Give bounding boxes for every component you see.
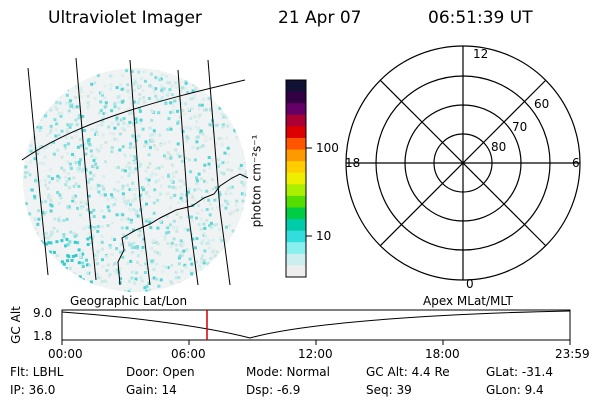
mlat-ring-80: 80: [491, 140, 507, 154]
x-tick-18: 18:00: [425, 347, 460, 361]
colorbar-band: [286, 80, 306, 93]
y-tick-9: 9.0: [33, 306, 53, 320]
colorbar-label-100: 100: [316, 141, 339, 155]
colorbar-band: [286, 103, 306, 116]
y-tick-1-8: 1.8: [33, 329, 53, 343]
x-tick-12: 12:00: [298, 347, 333, 361]
orbit-panel: [61, 309, 571, 345]
mlat-ring-60: 60: [534, 97, 550, 111]
apex-label: Apex MLat/MLT: [423, 294, 513, 308]
colorbar-label-10: 10: [316, 229, 332, 243]
colorbar-band: [286, 137, 306, 151]
mlt-label-18: 18: [345, 156, 361, 170]
colorbar: [286, 80, 306, 278]
geographic-label: Geographic Lat/Lon: [70, 294, 188, 308]
colorbar-band: [286, 91, 306, 104]
mlt-label-12: 12: [473, 47, 489, 61]
longitude-lines: [27, 57, 231, 286]
status-mode: Mode: Normal: [246, 365, 330, 379]
status-glat: GLat: -31.4: [486, 365, 553, 379]
colorbar-band: [286, 149, 306, 162]
colorbar-band: [286, 126, 306, 139]
polar-grid: [345, 45, 581, 281]
colorbar-band: [286, 242, 306, 255]
colorbar-band: [286, 253, 306, 266]
status-seq: Seq: 39: [366, 383, 412, 397]
time-label: 06:51:39 UT: [428, 8, 533, 28]
colorbar-band: [286, 265, 306, 278]
mlat-ring-70: 70: [512, 120, 528, 134]
colorbar-unit-label: photon cm⁻²s⁻¹: [249, 134, 264, 228]
colorbar-band: [286, 195, 306, 208]
coastline: [117, 173, 249, 286]
colorbar-band: [286, 161, 306, 174]
colorbar-band: [286, 230, 306, 243]
colorbar-frame: [285, 79, 307, 278]
latitude-line: [21, 79, 246, 161]
colorbar-band: [286, 219, 306, 232]
colorbar-band: [286, 172, 306, 185]
gc-alt-axis-title: GC Alt: [8, 306, 23, 344]
status-filter: Flt: LBHL: [10, 365, 64, 379]
earth-image: [21, 57, 249, 292]
x-tick-00: 00:00: [48, 347, 83, 361]
x-tick-06: 06:00: [171, 347, 206, 361]
colorbar-band: [286, 184, 306, 197]
mlt-label-6: 6: [572, 156, 580, 170]
x-tick-2359: 23:59: [555, 347, 590, 361]
date-label: 21 Apr 07: [278, 8, 362, 28]
altitude-curve: [61, 310, 571, 339]
colorbar-band: [286, 207, 306, 220]
instrument-title: Ultraviolet Imager: [48, 8, 202, 28]
status-gc-alt: GC Alt: 4.4 Re: [366, 365, 450, 379]
time-ticks: [61, 340, 571, 345]
status-gain: Gain: 14: [126, 383, 177, 397]
status-door: Door: Open: [126, 365, 195, 379]
status-glon: GLon: 9.4: [486, 383, 544, 397]
orbit-frame: [61, 309, 571, 341]
colorbar-band: [286, 114, 306, 127]
status-dsp: Dsp: -6.9: [246, 383, 301, 397]
mlt-label-0: 0: [466, 277, 474, 291]
status-ip: IP: 36.0: [10, 383, 56, 397]
